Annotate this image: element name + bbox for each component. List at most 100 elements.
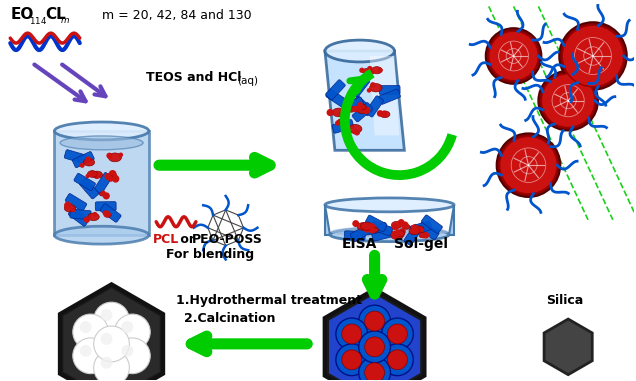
Circle shape: [335, 120, 340, 126]
Ellipse shape: [361, 222, 373, 231]
Circle shape: [367, 66, 373, 72]
FancyBboxPatch shape: [351, 76, 370, 97]
Ellipse shape: [107, 173, 117, 179]
Ellipse shape: [391, 231, 403, 240]
Circle shape: [338, 112, 343, 117]
FancyBboxPatch shape: [418, 222, 439, 240]
Circle shape: [93, 350, 129, 381]
Circle shape: [398, 219, 404, 226]
Text: PEO-POSS: PEO-POSS: [192, 233, 263, 246]
Circle shape: [94, 174, 99, 179]
Ellipse shape: [380, 111, 390, 118]
Circle shape: [336, 344, 368, 376]
Circle shape: [392, 223, 399, 231]
Circle shape: [377, 110, 384, 117]
Circle shape: [107, 176, 114, 182]
Ellipse shape: [419, 232, 428, 238]
Circle shape: [114, 314, 150, 350]
Circle shape: [382, 318, 413, 350]
Circle shape: [392, 232, 398, 239]
Circle shape: [352, 220, 359, 227]
Ellipse shape: [363, 69, 371, 74]
Ellipse shape: [357, 107, 368, 114]
Circle shape: [357, 105, 363, 110]
Circle shape: [359, 331, 391, 363]
Circle shape: [80, 321, 92, 333]
Polygon shape: [325, 289, 424, 381]
Circle shape: [370, 227, 375, 232]
Circle shape: [562, 25, 624, 87]
Circle shape: [359, 357, 391, 381]
Circle shape: [336, 318, 368, 350]
Polygon shape: [449, 205, 454, 235]
Circle shape: [359, 68, 364, 73]
FancyBboxPatch shape: [404, 224, 422, 245]
Circle shape: [364, 337, 385, 357]
Circle shape: [114, 338, 150, 374]
Ellipse shape: [87, 171, 97, 177]
Text: TEOS and HCl: TEOS and HCl: [146, 71, 242, 84]
FancyBboxPatch shape: [344, 231, 365, 240]
Ellipse shape: [106, 175, 113, 179]
Circle shape: [352, 106, 359, 112]
FancyBboxPatch shape: [332, 120, 354, 133]
Polygon shape: [329, 294, 420, 381]
Circle shape: [370, 70, 375, 74]
Ellipse shape: [391, 221, 402, 228]
Text: For blending: For blending: [166, 248, 254, 261]
Circle shape: [497, 133, 560, 197]
Circle shape: [378, 68, 383, 73]
Circle shape: [423, 232, 429, 239]
Circle shape: [486, 28, 541, 84]
Ellipse shape: [108, 153, 121, 162]
Circle shape: [381, 110, 387, 117]
Ellipse shape: [55, 226, 149, 244]
Ellipse shape: [403, 224, 410, 229]
FancyBboxPatch shape: [371, 221, 392, 236]
Circle shape: [73, 314, 109, 350]
Circle shape: [326, 109, 334, 116]
FancyBboxPatch shape: [410, 221, 432, 235]
Circle shape: [121, 345, 134, 357]
Circle shape: [368, 223, 375, 229]
FancyBboxPatch shape: [73, 152, 94, 168]
Text: or: or: [176, 233, 200, 246]
FancyBboxPatch shape: [371, 228, 393, 241]
Circle shape: [364, 363, 385, 381]
FancyBboxPatch shape: [326, 80, 345, 100]
Ellipse shape: [88, 213, 99, 221]
Circle shape: [85, 174, 90, 178]
FancyBboxPatch shape: [352, 96, 373, 116]
Circle shape: [90, 171, 95, 176]
FancyBboxPatch shape: [80, 178, 99, 199]
FancyBboxPatch shape: [379, 85, 400, 94]
Circle shape: [359, 305, 391, 337]
Circle shape: [363, 226, 371, 233]
Ellipse shape: [331, 226, 448, 237]
Ellipse shape: [414, 226, 424, 232]
Ellipse shape: [409, 227, 420, 235]
FancyBboxPatch shape: [422, 215, 443, 234]
Ellipse shape: [332, 108, 345, 117]
Text: (aq): (aq): [238, 76, 259, 86]
Circle shape: [342, 350, 362, 370]
Circle shape: [100, 309, 113, 321]
Circle shape: [357, 102, 363, 107]
Circle shape: [364, 311, 385, 331]
Circle shape: [370, 82, 376, 88]
Circle shape: [93, 212, 97, 216]
Circle shape: [338, 118, 345, 125]
FancyBboxPatch shape: [365, 222, 387, 235]
Circle shape: [342, 324, 362, 344]
Ellipse shape: [357, 223, 368, 230]
Circle shape: [109, 170, 116, 178]
Polygon shape: [544, 319, 592, 375]
FancyBboxPatch shape: [94, 173, 112, 194]
Circle shape: [367, 88, 371, 93]
Ellipse shape: [92, 171, 102, 178]
FancyBboxPatch shape: [55, 131, 149, 235]
Ellipse shape: [349, 125, 362, 133]
Circle shape: [118, 152, 123, 157]
Text: 1.Hydrothermal treatment: 1.Hydrothermal treatment: [176, 294, 362, 307]
Circle shape: [401, 221, 409, 229]
